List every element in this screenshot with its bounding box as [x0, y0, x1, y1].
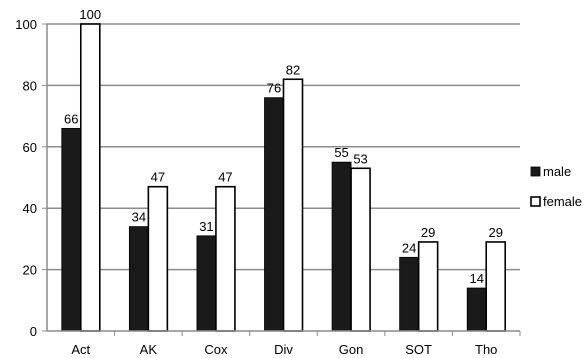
y-tick-label: 60	[23, 140, 37, 155]
y-tick-label: 40	[23, 201, 37, 216]
legend-swatch-male	[530, 166, 541, 177]
x-axis: Act AK Cox Div Gon SOT Tho	[47, 330, 521, 357]
bar-male	[128, 226, 149, 332]
data-label-male: 76	[267, 81, 281, 96]
bar-female	[215, 185, 236, 332]
data-label-female: 47	[151, 170, 165, 185]
x-tick-label: AK	[140, 342, 158, 357]
data-label-female: 29	[421, 225, 435, 240]
bar-male	[61, 127, 82, 332]
bar-female	[147, 185, 169, 332]
data-label-male: 31	[199, 219, 213, 234]
x-tick-label: SOT	[405, 342, 432, 357]
bar-male	[331, 161, 352, 332]
y-tick-label: 100	[15, 17, 37, 32]
y-axis: 0 20 40 60 80 100	[15, 17, 48, 339]
y-tick-label: 0	[30, 324, 37, 339]
y-tick-label: 20	[23, 263, 37, 278]
legend-label-female: female	[543, 194, 582, 209]
x-tick-label: Act	[71, 342, 90, 357]
data-label-male: 14	[469, 271, 483, 286]
legend: male female	[530, 164, 582, 209]
data-label-female: 53	[353, 151, 367, 166]
data-label-female: 100	[79, 7, 101, 22]
legend-swatch-female	[530, 196, 541, 207]
bar-female	[485, 241, 507, 332]
data-label-female: 47	[218, 170, 232, 185]
y-tick-label: 80	[23, 78, 37, 93]
data-label-male: 24	[402, 240, 416, 255]
data-label-female: 82	[286, 62, 300, 77]
x-tick-label: Cox	[204, 342, 228, 357]
bar-female	[350, 167, 371, 332]
x-tick-label: Div	[274, 342, 293, 357]
x-tick-label: Tho	[475, 342, 497, 357]
bar-male	[466, 287, 487, 332]
data-label-male: 55	[334, 145, 348, 160]
bar-male	[196, 235, 217, 332]
data-labels: 66 100 34 47 31 47 76 82 55 53 24 29 14 29	[64, 7, 503, 286]
legend-label-male: male	[543, 164, 571, 179]
data-label-female: 29	[488, 225, 502, 240]
x-tick-label: Gon	[339, 342, 364, 357]
data-label-male: 66	[64, 111, 78, 126]
bars	[61, 23, 507, 332]
bar-female	[79, 23, 101, 332]
bar-female	[282, 78, 304, 332]
data-label-male: 34	[132, 210, 146, 225]
bar-female	[417, 241, 439, 332]
bar-male	[264, 97, 284, 332]
bar-male	[399, 256, 420, 332]
